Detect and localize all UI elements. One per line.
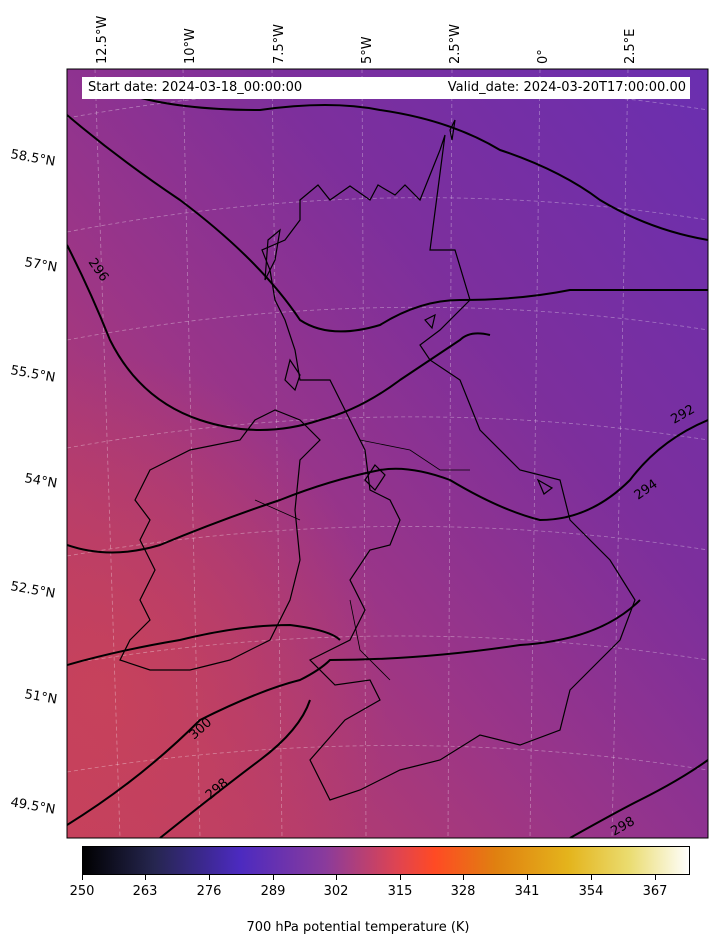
colorbar-tick-label: 315 bbox=[387, 884, 413, 899]
lon-tick-label: 2.5°W bbox=[448, 24, 463, 64]
valid-date-label: Valid_date: 2024-03-20T17:00:00.00 bbox=[447, 80, 686, 95]
colorbar-tick-label: 289 bbox=[260, 884, 286, 899]
contours bbox=[67, 94, 708, 838]
graticule bbox=[67, 69, 708, 838]
colorbar-tick bbox=[655, 875, 656, 880]
lat-tick-label: 49.5°N bbox=[9, 795, 56, 818]
lon-tick-label: 7.5°W bbox=[272, 24, 287, 64]
lat-tick-label: 58.5°N bbox=[9, 147, 56, 170]
colorbar-tick-label: 250 bbox=[69, 884, 95, 899]
lon-tick-label: 12.5°W bbox=[95, 16, 110, 64]
colorbar-tick bbox=[463, 875, 464, 880]
lat-tick-label: 54°N bbox=[23, 471, 58, 491]
coastline bbox=[119, 119, 636, 801]
left-axis-labels: 58.5°N 57°N 55.5°N 54°N 52.5°N 51°N 49.5… bbox=[9, 147, 58, 818]
colorbar-tick bbox=[400, 875, 401, 880]
lon-tick-label: 10°W bbox=[183, 28, 198, 64]
colorbar-tick bbox=[527, 875, 528, 880]
colorbar-tick bbox=[209, 875, 210, 880]
colorbar-tick bbox=[273, 875, 274, 880]
map-frame bbox=[66, 68, 709, 839]
top-axis-labels: 12.5°W 10°W 7.5°W 5°W 2.5°W 0° 2.5°E bbox=[95, 16, 638, 64]
date-header: Start date: 2024-03-18_00:00:00 Valid_da… bbox=[82, 77, 690, 99]
borders bbox=[254, 439, 470, 681]
colorbar-tick bbox=[336, 875, 337, 880]
lat-tick-label: 55.5°N bbox=[9, 363, 56, 386]
colorbar-tick-label: 328 bbox=[450, 884, 476, 899]
colorbar-tick bbox=[82, 875, 83, 880]
colorbar bbox=[82, 846, 690, 875]
colorbar-title: 700 hPa potential temperature (K) bbox=[246, 920, 470, 935]
colorbar-tick-label: 302 bbox=[323, 884, 349, 899]
colorbar-tick-label: 263 bbox=[132, 884, 158, 899]
colorbar-tick bbox=[145, 875, 146, 880]
lon-tick-label: 0° bbox=[536, 49, 551, 64]
lon-tick-label: 5°W bbox=[360, 36, 375, 64]
lon-tick-label: 2.5°E bbox=[623, 29, 638, 64]
lat-tick-label: 51°N bbox=[23, 687, 58, 707]
lat-tick-label: 57°N bbox=[23, 255, 58, 275]
colorbar-tick-label: 354 bbox=[578, 884, 604, 899]
colorbar-tick-label: 367 bbox=[642, 884, 668, 899]
colorbar-tick bbox=[591, 875, 592, 880]
start-date-label: Start date: 2024-03-18_00:00:00 bbox=[88, 80, 303, 95]
lat-tick-label: 52.5°N bbox=[9, 579, 56, 602]
colorbar-tick-label: 276 bbox=[196, 884, 222, 899]
colorbar-gradient bbox=[82, 846, 690, 875]
colorbar-tick-label: 341 bbox=[514, 884, 540, 899]
temperature-field bbox=[67, 69, 708, 838]
